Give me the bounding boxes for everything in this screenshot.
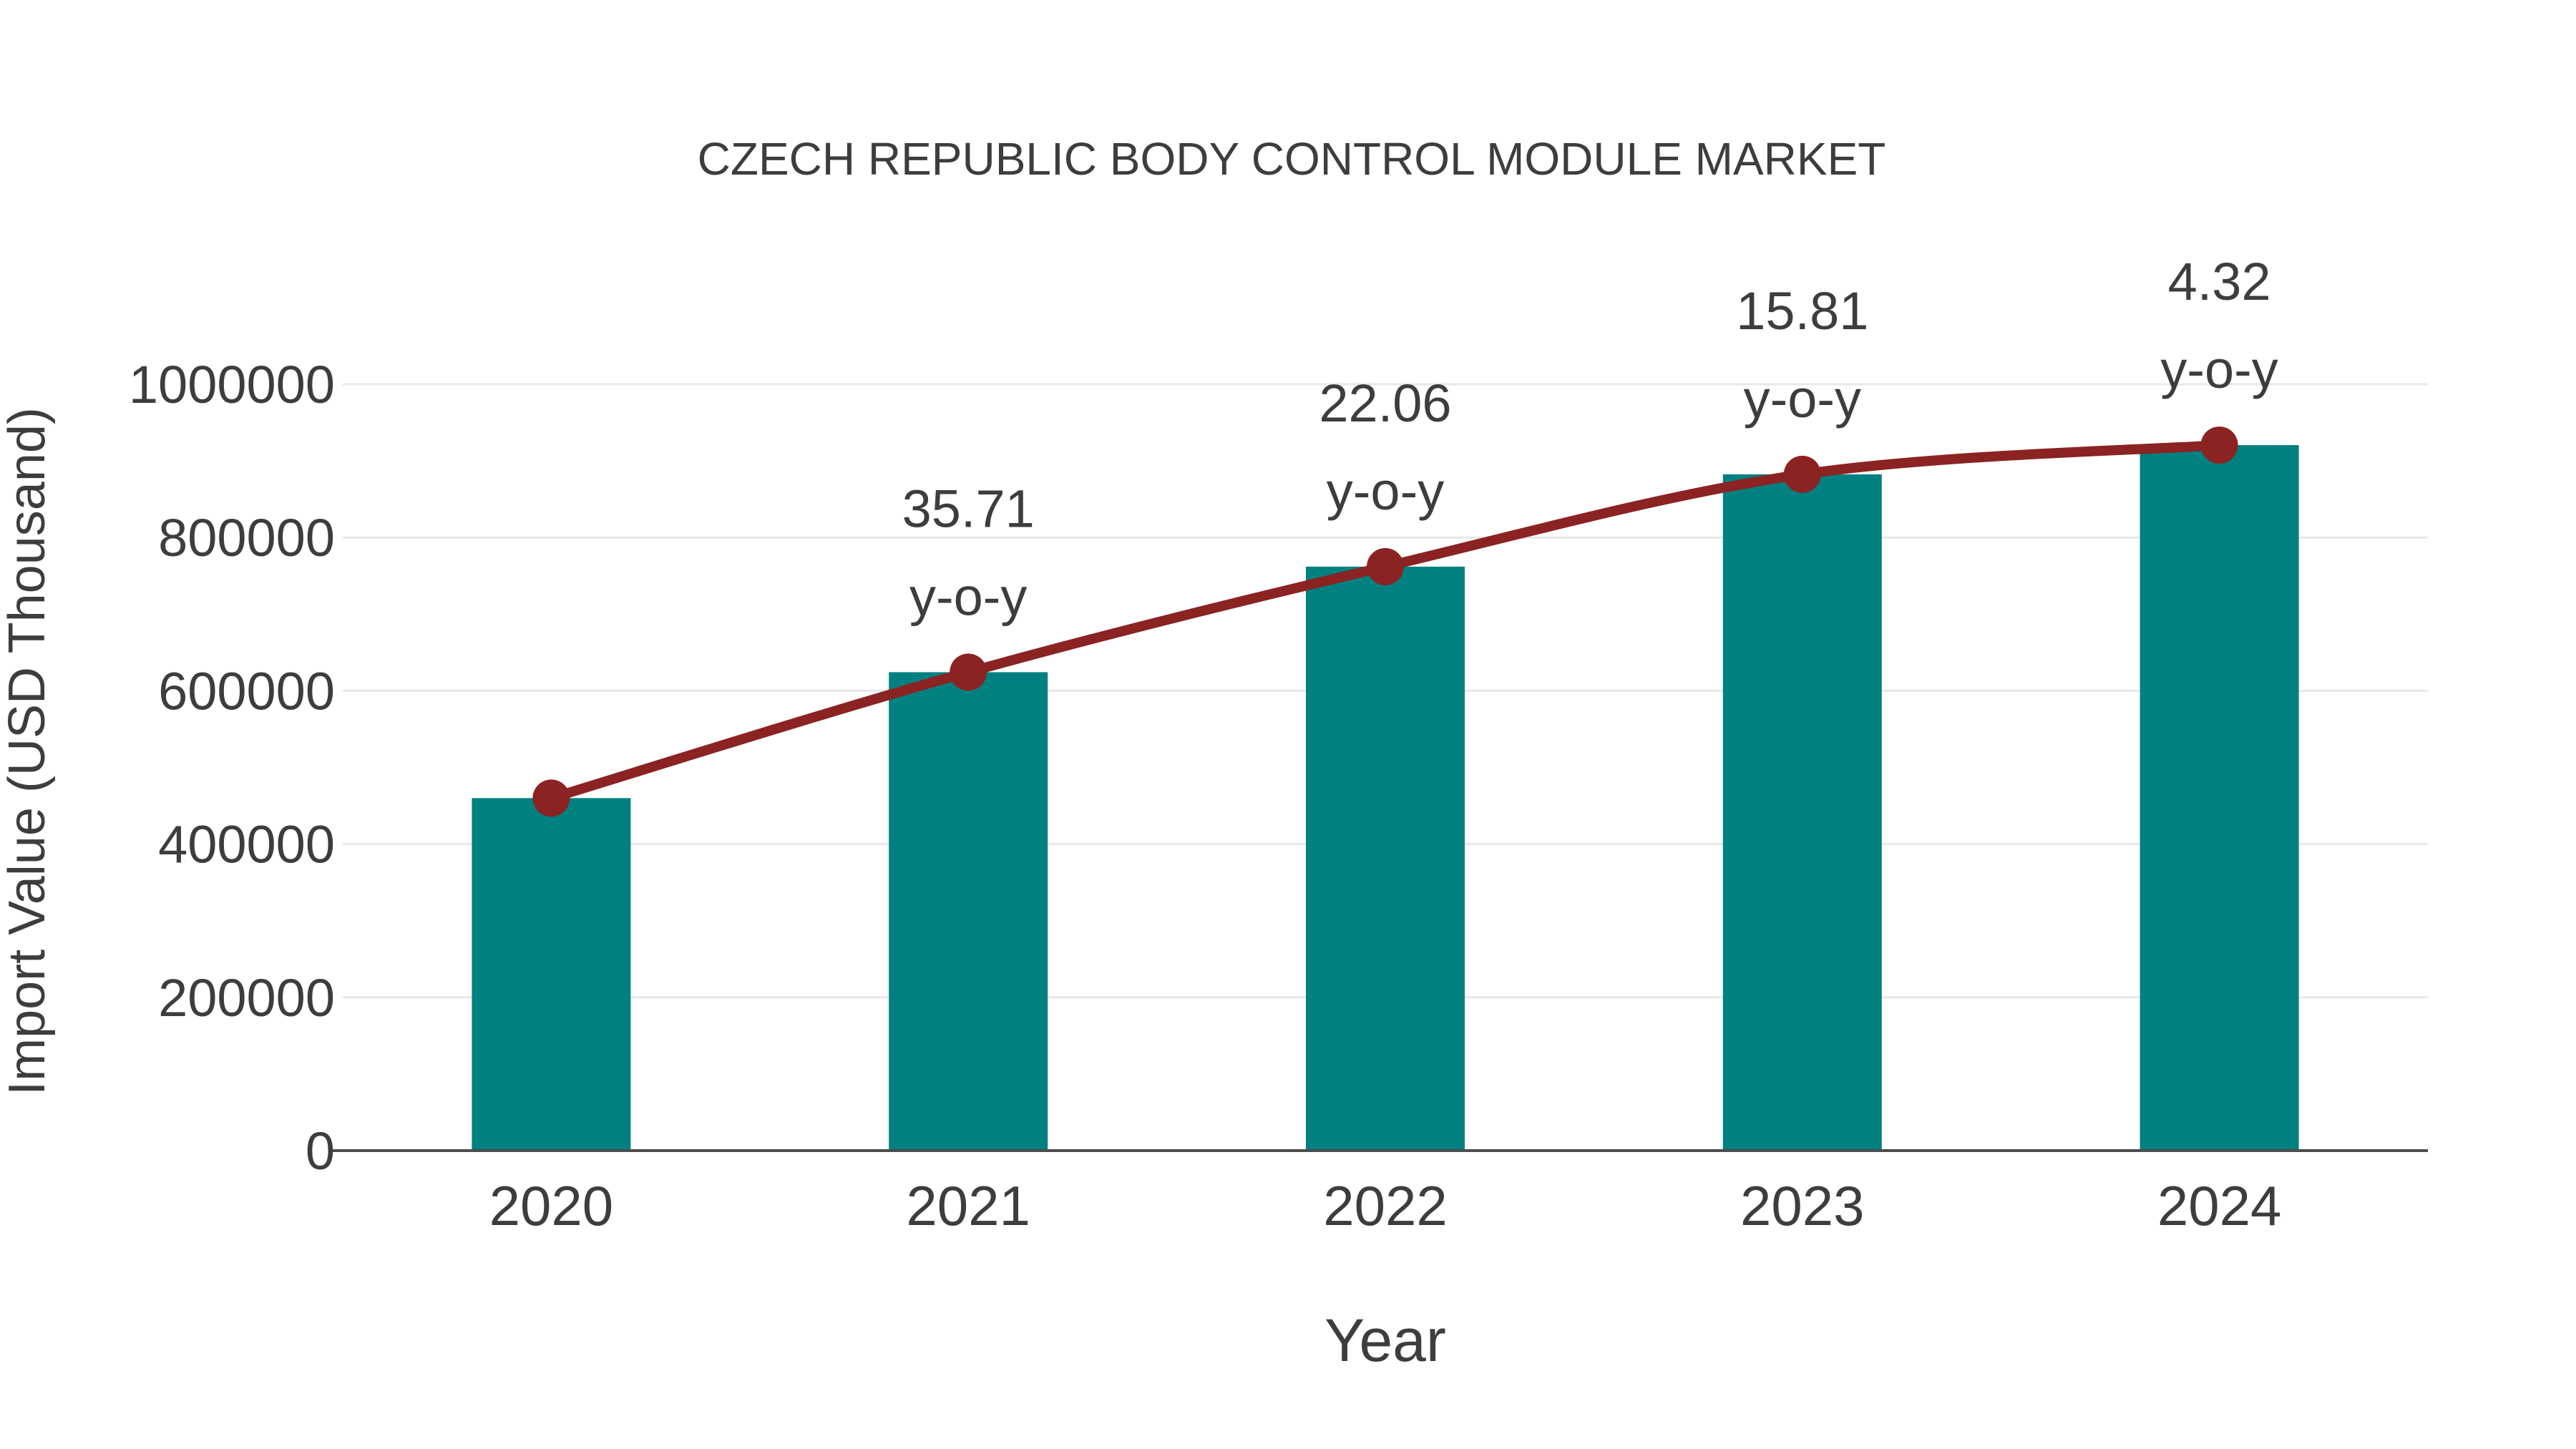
x-tick-label-2020: 2020 xyxy=(489,1174,614,1237)
bar-2020 xyxy=(472,798,631,1151)
annotation-suffix-2021: y-o-y xyxy=(909,567,1027,626)
marker-2021 xyxy=(950,653,987,691)
x-tick-label-2022: 2022 xyxy=(1323,1174,1448,1237)
annotation-suffix-2023: y-o-y xyxy=(1744,369,1861,429)
bar-2024 xyxy=(2140,445,2299,1151)
annotation-2023: 15.81 y-o-y xyxy=(1736,281,1868,429)
y-tick-label-400000: 400000 xyxy=(158,815,335,874)
bar-2021 xyxy=(889,672,1048,1151)
marker-2022 xyxy=(1367,547,1404,585)
x-tick-label-2023: 2023 xyxy=(1740,1174,1865,1237)
y-tick-label-800000: 800000 xyxy=(158,508,335,567)
annotation-value-2024: 4.32 xyxy=(2168,252,2271,311)
marker-2024 xyxy=(2200,426,2238,464)
bar-2022 xyxy=(1306,566,1465,1151)
annotation-value-2021: 35.71 xyxy=(902,479,1035,538)
annotation-suffix-2024: y-o-y xyxy=(2160,340,2278,399)
y-tick-label-600000: 600000 xyxy=(158,661,335,721)
x-axis-title: Year xyxy=(1324,1307,1446,1374)
y-tick-labels: 0 200000 400000 600000 800000 1000000 xyxy=(129,355,335,1181)
annotation-value-2022: 22.06 xyxy=(1319,374,1451,433)
x-tick-label-2024: 2024 xyxy=(2157,1174,2282,1237)
y-axis-title: Import Value (USD Thousand) xyxy=(0,407,56,1096)
marker-2020 xyxy=(532,779,570,817)
y-tick-label-200000: 200000 xyxy=(158,968,335,1028)
trend-line-layer xyxy=(532,426,2238,817)
annotation-2021: 35.71 y-o-y xyxy=(902,479,1035,626)
chart-title: CZECH REPUBLIC BODY CONTROL MODULE MARKE… xyxy=(698,133,1886,185)
x-tick-labels: 2020 2021 2022 2023 2024 xyxy=(489,1174,2282,1237)
annotation-suffix-2022: y-o-y xyxy=(1327,462,1444,521)
y-tick-label-1000000: 1000000 xyxy=(129,355,335,414)
annotation-value-2023: 15.81 xyxy=(1736,281,1868,341)
bars-layer xyxy=(472,445,2299,1151)
y-tick-label-0: 0 xyxy=(306,1121,335,1181)
marker-2023 xyxy=(1783,455,1821,493)
bar-2023 xyxy=(1722,474,1882,1151)
annotation-2022: 22.06 y-o-y xyxy=(1319,374,1451,521)
x-tick-label-2021: 2021 xyxy=(906,1174,1030,1237)
annotation-2024: 4.32 y-o-y xyxy=(2160,252,2278,399)
annotations-layer: 35.71 y-o-y 22.06 y-o-y 15.81 y-o-y 4.32 y-o-y xyxy=(902,252,2278,626)
